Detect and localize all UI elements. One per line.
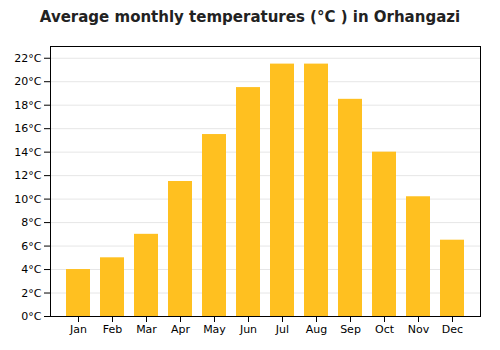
svg-text:Sep: Sep — [340, 323, 361, 336]
svg-text:0°C: 0°C — [21, 310, 41, 323]
svg-text:Aug: Aug — [306, 323, 327, 336]
svg-text:Apr: Apr — [171, 323, 191, 336]
svg-text:Oct: Oct — [375, 323, 395, 336]
svg-text:Jun: Jun — [239, 323, 257, 336]
svg-text:Nov: Nov — [408, 323, 430, 336]
svg-text:Feb: Feb — [103, 323, 122, 336]
svg-text:20°C: 20°C — [14, 75, 41, 88]
svg-text:14°C: 14°C — [14, 146, 41, 159]
svg-text:Jul: Jul — [275, 323, 289, 336]
svg-text:2°C: 2°C — [21, 287, 41, 300]
svg-text:18°C: 18°C — [14, 99, 41, 112]
html-text:Average monthly temperatures (: Average monthly temperatures (°C ) in Or… — [39, 8, 461, 26]
svg-text:22°C: 22°C — [14, 52, 41, 65]
svg-text:4°C: 4°C — [21, 263, 41, 276]
svg-text:Jan: Jan — [69, 323, 87, 336]
svg-text:16°C: 16°C — [14, 122, 41, 135]
svg-text:12°C: 12°C — [14, 169, 41, 182]
svg-text:10°C: 10°C — [14, 193, 41, 206]
svg-text:May: May — [203, 323, 226, 336]
svg-text:Dec: Dec — [442, 323, 463, 336]
svg-text:8°C: 8°C — [21, 216, 41, 229]
svg-text:Mar: Mar — [136, 323, 157, 336]
svg-text:6°C: 6°C — [21, 240, 41, 253]
